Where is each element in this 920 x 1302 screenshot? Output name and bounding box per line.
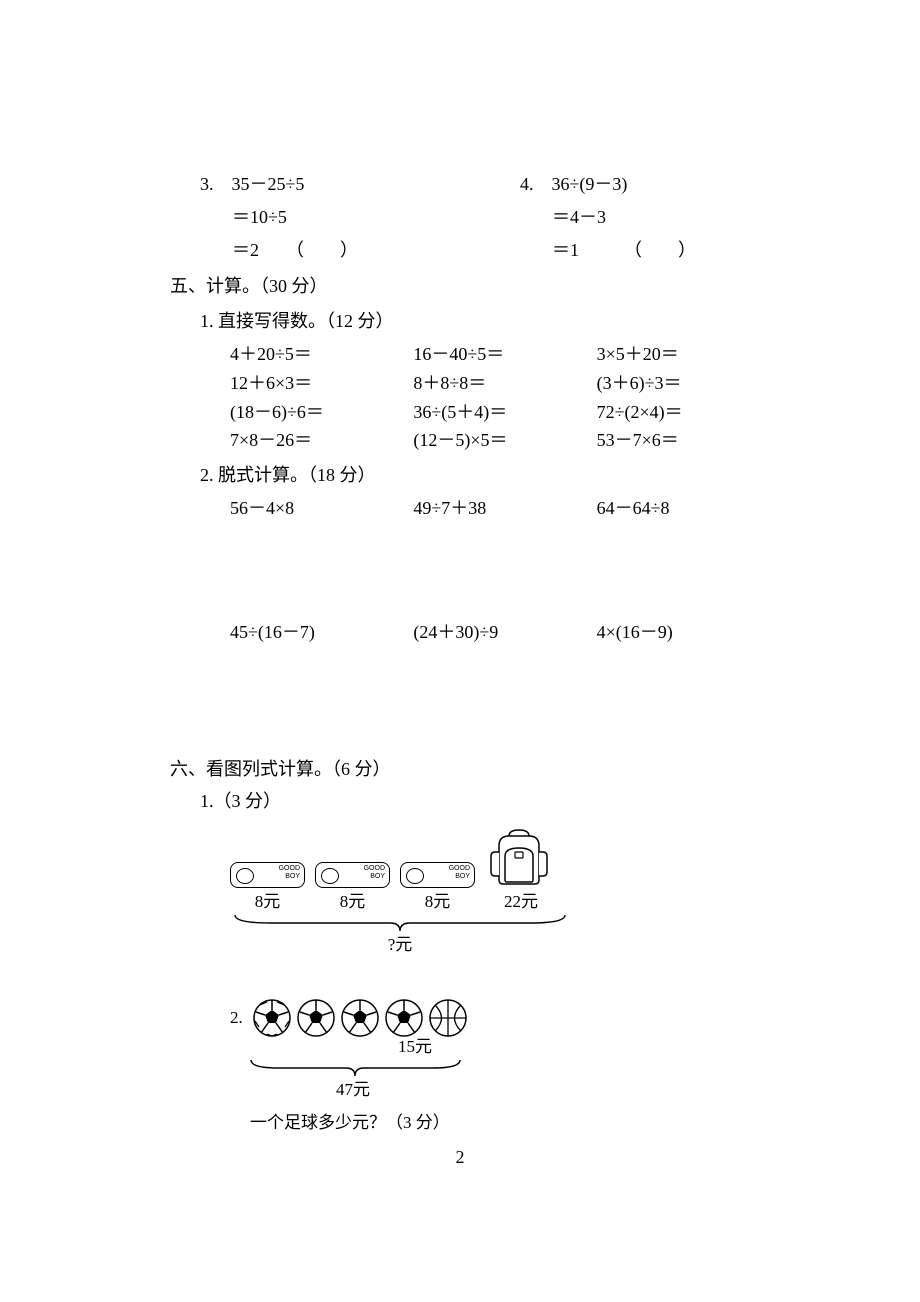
q3-expr2: ＝10÷5: [232, 207, 287, 227]
soccer-ball-icon: [297, 999, 335, 1037]
q3-expr1: 35－25÷5: [232, 174, 305, 194]
calc-r6c: 4×(16－9): [597, 618, 780, 647]
calc-r1b: 16－40÷5＝: [413, 340, 596, 369]
calc-r1c: 3×5＋20＝: [597, 340, 780, 369]
sec5-sub1: 1. 直接写得数。（12 分）: [170, 307, 780, 336]
price-3: 8元: [400, 888, 475, 915]
backpack-icon: [485, 826, 553, 888]
brace-icon: [230, 913, 780, 935]
basketball-price: 15元: [398, 1033, 780, 1060]
pencilcase-icon: [315, 862, 390, 888]
q4-expr3: ＝1 （ ）: [552, 240, 696, 260]
calc-r5c: 64－64÷8: [597, 494, 780, 523]
sec5-sub2: 2. 脱式计算。（18 分）: [170, 461, 780, 490]
calc-r4c: 53－7×6＝: [597, 426, 780, 455]
sec6-q2text: 一个足球多少元？（3 分）: [250, 1109, 780, 1136]
q4-expr1: 36÷(9－3): [552, 174, 628, 194]
calc-r2a: 12＋6×3＝: [230, 369, 413, 398]
soccer-ball-icon: [253, 999, 291, 1037]
calc-r2c: (3＋6)÷3＝: [597, 369, 780, 398]
brace1-label: ?元: [230, 931, 570, 958]
soccer-ball-icon: [341, 999, 379, 1037]
calc-r1a: 4＋20÷5＝: [230, 340, 413, 369]
page-number: 2: [0, 1143, 920, 1172]
calc-r3c: 72÷(2×4)＝: [597, 398, 780, 427]
calc-r4a: 7×8－26＝: [230, 426, 413, 455]
q3-num: 3.: [200, 174, 214, 194]
brace2-label: 47元: [248, 1076, 458, 1103]
calc-r4b: (12－5)×5＝: [413, 426, 596, 455]
brace-icon: [248, 1058, 780, 1080]
price-4: 22元: [485, 888, 553, 915]
q4-expr2: ＝4－3: [552, 207, 606, 227]
pencilcase-icon: [400, 862, 475, 888]
calc-r5b: 49÷7＋38: [413, 494, 596, 523]
q4-num: 4.: [520, 174, 534, 194]
basketball-icon: [429, 999, 467, 1037]
calc-r6a: 45÷(16－7): [230, 618, 413, 647]
sec6-q1label: 1.（3 分）: [170, 787, 780, 816]
price-2: 8元: [315, 888, 390, 915]
calc-r3a: (18－6)÷6＝: [230, 398, 413, 427]
calc-r3b: 36÷(5＋4)＝: [413, 398, 596, 427]
pencilcase-icon: [230, 862, 305, 888]
sec5-heading: 五、计算。（30 分）: [170, 272, 780, 301]
soccer-ball-icon: [385, 999, 423, 1037]
price-1: 8元: [230, 888, 305, 915]
sec6-heading: 六、看图列式计算。（6 分）: [170, 755, 780, 784]
calc-r6b: (24＋30)÷9: [413, 618, 596, 647]
calc-r2b: 8＋8÷8＝: [413, 369, 596, 398]
calc-r5a: 56－4×8: [230, 494, 413, 523]
q3-expr3: ＝2 （ ）: [232, 240, 358, 260]
sec6-q2num: 2.: [230, 1004, 243, 1031]
